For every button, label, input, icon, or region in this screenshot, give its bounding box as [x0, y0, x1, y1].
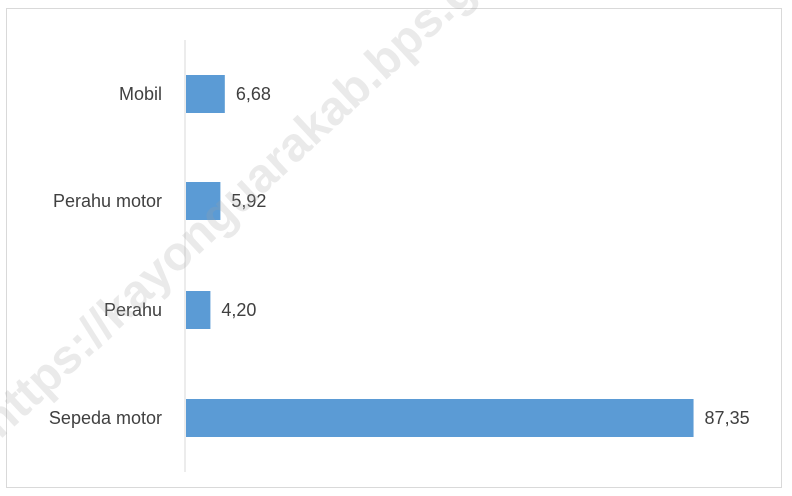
category-label-mobil: Mobil [119, 84, 162, 104]
bar-perahu [186, 291, 211, 329]
bar-mobil [186, 75, 225, 113]
value-label-mobil: 6,68 [236, 84, 271, 104]
bar-sepeda-motor [186, 399, 694, 437]
category-label-perahu-motor: Perahu motor [53, 191, 162, 211]
value-label-sepeda-motor: 87,35 [705, 408, 750, 428]
bars-group [186, 75, 694, 437]
category-label-perahu: Perahu [104, 300, 162, 320]
category-label-sepeda-motor: Sepeda motor [49, 408, 162, 428]
category-labels-group: Mobil Perahu motor Perahu Sepeda motor [49, 84, 162, 428]
value-label-perahu-motor: 5,92 [231, 191, 266, 211]
value-label-perahu: 4,20 [221, 300, 256, 320]
bar-perahu-motor [186, 182, 221, 220]
value-labels-group: 6,68 5,92 4,20 87,35 [221, 84, 749, 428]
